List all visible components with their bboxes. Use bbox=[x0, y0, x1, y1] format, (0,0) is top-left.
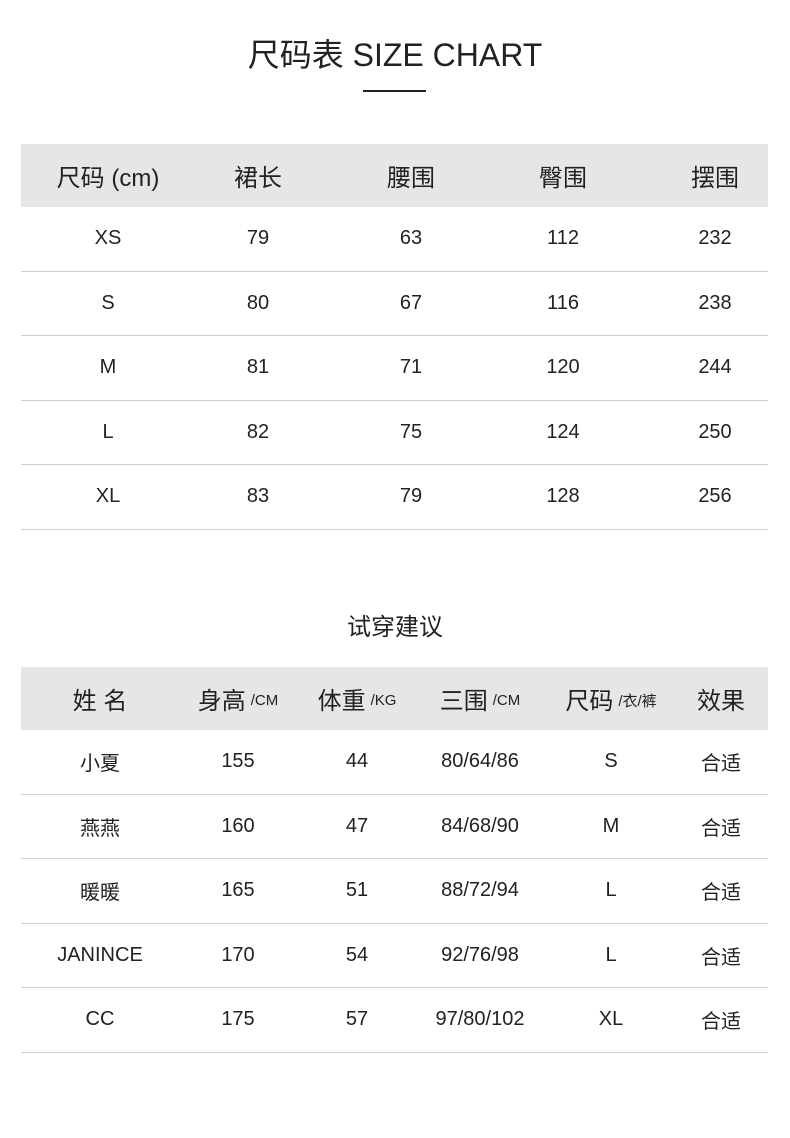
table-cell: S bbox=[101, 291, 115, 314]
table-cell: 256 bbox=[698, 485, 732, 508]
header-cell: 摆围 bbox=[691, 165, 739, 192]
table-cell: 54 bbox=[345, 943, 369, 966]
table-cell: 165 bbox=[221, 879, 255, 902]
table-cell: 232 bbox=[698, 227, 732, 250]
table-row: XL 83 79 128 256 bbox=[21, 465, 768, 530]
table-cell: 暖暖 bbox=[80, 882, 120, 905]
table-cell: 244 bbox=[698, 356, 732, 379]
table-cell: 112 bbox=[547, 227, 579, 250]
table-cell: 175 bbox=[221, 1008, 255, 1031]
header-unit: /衣/裤 bbox=[618, 693, 657, 710]
table-cell: 116 bbox=[547, 291, 579, 314]
header-cell: 尺码/衣/裤 bbox=[565, 667, 656, 730]
header-label: 身高 bbox=[197, 688, 246, 715]
table-row: 燕燕 160 47 84/68/90 M 合适 bbox=[21, 795, 768, 859]
header-cell: 姓 名 bbox=[73, 667, 128, 730]
header-label: 姓 名 bbox=[72, 688, 128, 715]
header-cell: 身高/CM bbox=[198, 667, 279, 730]
header-unit: /KG bbox=[370, 692, 397, 709]
header-cell: 效果 bbox=[697, 667, 745, 730]
table-cell: 79 bbox=[246, 227, 270, 250]
table-cell: 51 bbox=[345, 879, 369, 902]
table-cell: 83 bbox=[246, 485, 270, 508]
table-cell: 合适 bbox=[701, 817, 741, 840]
table-cell: M bbox=[602, 814, 620, 837]
table-header: 尺码 (cm) 裙长 腰围 臀围 摆围 bbox=[21, 144, 768, 207]
table-cell: 44 bbox=[345, 750, 369, 773]
table-cell: 75 bbox=[399, 420, 423, 443]
page-title: 尺码表 SIZE CHART bbox=[247, 37, 543, 73]
table-cell: XL bbox=[95, 485, 121, 508]
table-row: CC 175 57 97/80/102 XL 合适 bbox=[21, 988, 768, 1053]
table-cell: 79 bbox=[399, 485, 423, 508]
table-cell: 合适 bbox=[701, 882, 741, 905]
table-cell: S bbox=[604, 750, 618, 773]
header-cell: 三围/CM bbox=[440, 667, 521, 730]
table-cell: 合适 bbox=[701, 753, 741, 776]
table-cell: 小夏 bbox=[80, 753, 120, 776]
table-cell: M bbox=[99, 356, 117, 379]
table-cell: 合适 bbox=[701, 946, 741, 969]
table-cell: 124 bbox=[546, 420, 580, 443]
table-cell: 63 bbox=[399, 227, 423, 250]
table-cell: 81 bbox=[246, 356, 270, 379]
header-label: 三围 bbox=[439, 688, 488, 715]
table-header: 姓 名 身高/CM 体重/KG 三围/CM 尺码/衣/裤 效果 bbox=[21, 667, 768, 730]
table-cell: 80 bbox=[246, 291, 270, 314]
table-cell: XS bbox=[94, 227, 122, 250]
table-cell: 67 bbox=[399, 291, 423, 314]
table-cell: 71 bbox=[399, 356, 423, 379]
table-cell: 250 bbox=[698, 420, 732, 443]
table-cell: 97/80/102 bbox=[435, 1008, 525, 1031]
table-cell: 82 bbox=[246, 420, 270, 443]
header-cell: 尺码 (cm) bbox=[56, 165, 160, 192]
header-cell: 臀围 bbox=[539, 165, 587, 192]
table-row: XS 79 63 112 232 bbox=[21, 207, 768, 272]
table-cell: 170 bbox=[221, 943, 255, 966]
table-cell: 57 bbox=[345, 1008, 369, 1031]
table-cell: 47 bbox=[345, 814, 369, 837]
table-cell: CC bbox=[85, 1008, 115, 1031]
table-cell: 160 bbox=[221, 814, 255, 837]
header-unit: /CM bbox=[250, 692, 279, 709]
header-label: 尺码 bbox=[565, 688, 614, 715]
size-table: 尺码 (cm) 裙长 腰围 臀围 摆围 XS 79 63 112 232 S 80 67 116 238 M 8… bbox=[21, 144, 768, 530]
fit-title: 试穿建议 bbox=[347, 614, 443, 641]
table-row: JANINCE 170 54 92/76/98 L 合适 bbox=[21, 924, 768, 988]
table-row: M 81 71 120 244 bbox=[21, 336, 768, 401]
title-divider bbox=[363, 90, 426, 92]
table-cell: 92/76/98 bbox=[441, 943, 519, 966]
table-cell: JANINCE bbox=[57, 943, 143, 966]
table-cell: 88/72/94 bbox=[441, 879, 519, 902]
table-row: 暖暖 165 51 88/72/94 L 合适 bbox=[21, 859, 768, 924]
table-cell: 155 bbox=[221, 750, 255, 773]
table-row: S 80 67 116 238 bbox=[21, 272, 768, 336]
fit-table: 姓 名 身高/CM 体重/KG 三围/CM 尺码/衣/裤 效果小夏 155 44 80/64/8… bbox=[21, 667, 768, 1053]
table-cell: 128 bbox=[546, 485, 580, 508]
header-unit: /CM bbox=[492, 692, 521, 709]
table-cell: 燕燕 bbox=[80, 817, 120, 840]
table-cell: 120 bbox=[546, 356, 580, 379]
header-label: 效果 bbox=[697, 688, 745, 715]
header-cell: 裙长 bbox=[234, 165, 282, 192]
table-cell: XL bbox=[598, 1008, 624, 1031]
table-cell: 80/64/86 bbox=[441, 750, 519, 773]
table-cell: 238 bbox=[698, 291, 732, 314]
table-cell: L bbox=[102, 420, 114, 443]
table-cell: 84/68/90 bbox=[441, 814, 519, 837]
header-cell: 体重/KG bbox=[318, 667, 397, 730]
table-row: L 82 75 124 250 bbox=[21, 401, 768, 465]
header-cell: 腰围 bbox=[387, 165, 435, 192]
table-row: 小夏 155 44 80/64/86 S 合适 bbox=[21, 730, 768, 795]
table-cell: 合适 bbox=[701, 1011, 741, 1034]
table-cell: L bbox=[605, 879, 617, 902]
table-cell: L bbox=[605, 943, 617, 966]
header-label: 体重 bbox=[317, 688, 366, 715]
